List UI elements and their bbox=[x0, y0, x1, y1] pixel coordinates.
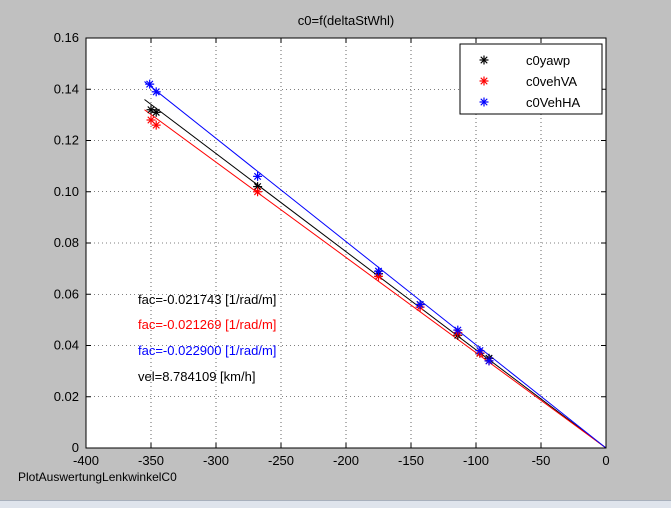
annotations: fac=-0.021743 [1/rad/m] fac=-0.021269 [1… bbox=[138, 292, 276, 384]
x-tick-label: -350 bbox=[138, 453, 164, 468]
data-point-c0yawp bbox=[151, 107, 161, 117]
data-point-c0vehVA bbox=[151, 120, 161, 130]
data-point-c0vehVA bbox=[253, 187, 263, 197]
x-tick-label: -150 bbox=[398, 453, 424, 468]
y-tick-label: 0 bbox=[72, 440, 79, 455]
data-point-c0VehHA bbox=[253, 171, 263, 181]
data-markers bbox=[145, 79, 494, 366]
data-point-c0VehHA bbox=[453, 325, 463, 335]
y-tick-label: 0.08 bbox=[54, 235, 79, 250]
data-point-c0VehHA bbox=[484, 356, 494, 366]
y-tick-label: 0.10 bbox=[54, 184, 79, 199]
x-tick-label: -250 bbox=[268, 453, 294, 468]
data-point-c0VehHA bbox=[145, 79, 155, 89]
y-tick-label: 0.12 bbox=[54, 133, 79, 148]
y-tick-label: 0.02 bbox=[54, 389, 79, 404]
x-tick-label: -100 bbox=[463, 453, 489, 468]
axis-ticks: -400 -350 -300 -250 -200 -150 -100 -50 0 0 0.02 0.0… bbox=[54, 30, 610, 468]
data-point-c0VehHA bbox=[374, 266, 383, 276]
legend-marker-c0yawp bbox=[479, 55, 489, 65]
y-tick-label: 0.04 bbox=[54, 338, 79, 353]
chart-title: c0=f(deltaStWhl) bbox=[298, 13, 394, 28]
data-point-c0VehHA bbox=[475, 346, 485, 356]
legend-marker-c0VehHA bbox=[479, 97, 489, 107]
x-tick-label: -300 bbox=[203, 453, 229, 468]
data-point-c0yawp bbox=[146, 105, 156, 115]
annotation-velocity: vel=8.784109 [km/h] bbox=[138, 369, 255, 384]
data-point-c0VehHA bbox=[415, 300, 425, 309]
x-tick-label: -200 bbox=[333, 453, 359, 468]
footer-plot-name: PlotAuswertungLenkwinkelC0 bbox=[18, 470, 177, 484]
window-bottom-strip bbox=[0, 500, 671, 508]
y-tick-label: 0.16 bbox=[54, 30, 79, 45]
x-tick-label: -400 bbox=[73, 453, 99, 468]
annotation-fac-black: fac=-0.021743 [1/rad/m] bbox=[138, 292, 276, 307]
legend-marker-c0vehVA bbox=[479, 76, 489, 86]
fit-line-c0VehHA bbox=[144, 81, 607, 449]
legend-label-c0VehHA: c0VehHA bbox=[526, 95, 581, 110]
legend-label-c0vehVA: c0vehVA bbox=[526, 74, 577, 89]
data-point-c0VehHA bbox=[151, 87, 161, 97]
y-tick-label: 0.06 bbox=[54, 286, 79, 301]
x-tick-label: -50 bbox=[532, 453, 551, 468]
x-tick-label: 0 bbox=[602, 453, 609, 468]
y-tick-label: 0.14 bbox=[54, 81, 79, 96]
annotation-fac-red: fac=-0.021269 [1/rad/m] bbox=[138, 317, 276, 332]
annotation-fac-blue: fac=-0.022900 [1/rad/m] bbox=[138, 343, 276, 358]
legend: c0yawp c0vehVA c0VehHA bbox=[459, 43, 603, 115]
legend-label-c0yawp: c0yawp bbox=[526, 53, 570, 68]
